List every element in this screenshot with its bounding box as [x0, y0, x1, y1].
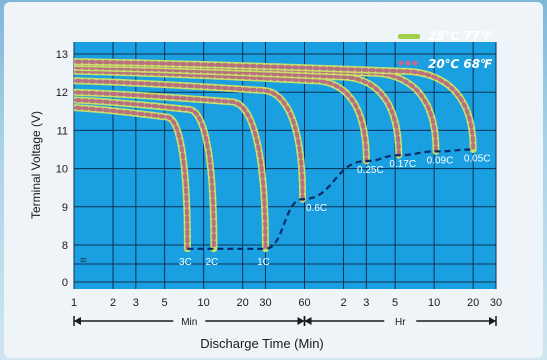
x-tick-label: 2 — [340, 297, 346, 309]
legend-label-25: 25℃ 77℉ — [428, 29, 492, 43]
cutoff-voltage-line — [187, 148, 474, 250]
x-tick-label: 20 — [237, 297, 249, 309]
rate-label-1C: 1C — [257, 257, 270, 268]
x-tick-label: 20 — [467, 297, 479, 309]
x-tick-label: 30 — [259, 297, 271, 309]
y-tick-group: 13 12 11 10 9 8 0 — [56, 49, 68, 289]
legend-swatch-20-c — [412, 60, 418, 66]
x-tick-label: 10 — [198, 297, 210, 309]
chart-card: 3C 2C 1C 0.6C 0.25C 0.17C 0.09C 0.05C 13 12 11 10 9… — [4, 2, 543, 358]
y-tick-label: 11 — [57, 125, 68, 137]
rate-label-3C: 3C — [179, 257, 192, 268]
x-tick-label: 3 — [363, 297, 369, 309]
x-tick-label: 5 — [162, 297, 168, 309]
curve-20c-1C — [74, 90, 268, 251]
rate-label-0.17C: 0.17C — [389, 159, 416, 170]
legend-swatch-20-a — [398, 60, 404, 66]
y-tick-label: 8 — [62, 240, 68, 252]
y-tick-label: 9 — [62, 202, 68, 214]
legend-label-20: 20℃ 68℉ — [428, 57, 492, 71]
rate-label-2C: 2C — [206, 257, 219, 268]
y-tick-label: 0 — [62, 277, 68, 289]
y-tick-label: 13 — [56, 49, 68, 61]
x-tick-group: 1 2 3 5 10 20 30 60 2 3 5 10 20 30 — [71, 297, 502, 309]
curve-20c-0.17C — [74, 65, 401, 158]
legend: 25℃ 77℉ 20℃ 68℉ — [398, 29, 492, 71]
y-tick-label: 12 — [56, 87, 68, 99]
x-tick-label: 5 — [392, 297, 398, 309]
unit-range-label: Hr — [395, 317, 406, 328]
y-axis-break: ≈ — [80, 253, 87, 267]
x-tick-label: 60 — [298, 297, 310, 309]
rate-label-0.05C: 0.05C — [464, 154, 491, 165]
curve-20c-0.25C — [74, 69, 369, 163]
unit-arrowhead — [304, 317, 312, 325]
rate-label-0.25C: 0.25C — [357, 165, 384, 176]
unit-arrowhead — [74, 317, 81, 325]
unit-arrowhead — [489, 317, 496, 325]
x-tick-label: 30 — [490, 297, 502, 309]
rate-label-0.6C: 0.6C — [306, 203, 327, 214]
curve-20c-2C — [74, 97, 216, 251]
curve-20c-0.05C — [74, 59, 476, 152]
x-tick-label: 2 — [110, 297, 116, 309]
y-tick-label: 10 — [56, 164, 68, 176]
curve-group — [74, 58, 477, 253]
legend-swatch-25 — [398, 34, 420, 39]
x-tick-label: 10 — [428, 297, 440, 309]
cutoff-line-group — [187, 148, 474, 250]
rate-label-0.09C: 0.09C — [427, 155, 454, 166]
y-axis-label: Terminal Voltage (V) — [29, 111, 43, 219]
x-tick-label: 3 — [133, 297, 139, 309]
unit-arrowhead — [297, 317, 305, 325]
x-axis-label: Discharge Time (Min) — [200, 336, 324, 351]
unit-range-label: Min — [181, 317, 197, 328]
legend-swatch-20-b — [405, 60, 411, 66]
x-tick-label: 1 — [71, 297, 77, 309]
rate-label-group: 3C 2C 1C 0.6C 0.25C 0.17C 0.09C 0.05C — [179, 154, 490, 268]
curve-20c-0.6C — [74, 78, 305, 202]
curve-20c-3C — [74, 105, 190, 251]
unit-range-group: Min Hr — [73, 316, 497, 328]
